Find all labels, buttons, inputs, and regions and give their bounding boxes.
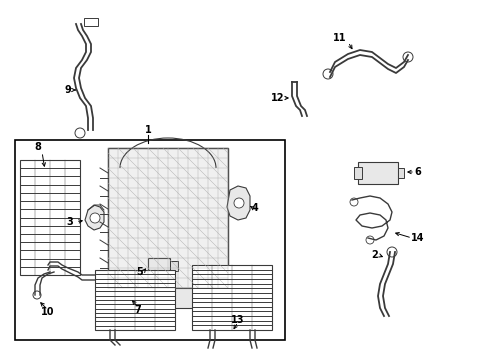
Bar	[95, 270, 175, 330]
Text: 6: 6	[414, 167, 421, 177]
Bar	[15, 140, 285, 340]
Circle shape	[75, 128, 85, 138]
Circle shape	[33, 291, 41, 299]
Circle shape	[90, 213, 100, 223]
Bar	[20, 160, 80, 275]
Text: 5: 5	[136, 267, 143, 277]
Text: 10: 10	[41, 307, 55, 317]
Text: 1: 1	[144, 125, 151, 135]
Bar	[108, 148, 227, 288]
Text: 2: 2	[371, 250, 378, 260]
Bar	[397, 168, 403, 178]
Bar	[148, 258, 170, 274]
Text: 4: 4	[251, 203, 258, 213]
Text: 13: 13	[231, 315, 244, 325]
Bar	[353, 167, 361, 179]
Text: 11: 11	[332, 33, 346, 43]
Text: 9: 9	[64, 85, 71, 95]
Circle shape	[386, 247, 396, 257]
Text: 8: 8	[35, 142, 41, 152]
Circle shape	[323, 69, 332, 79]
Text: 12: 12	[271, 93, 284, 103]
Polygon shape	[85, 205, 104, 230]
Bar	[84, 18, 98, 26]
Text: 3: 3	[66, 217, 73, 227]
Circle shape	[349, 198, 357, 206]
Circle shape	[402, 52, 412, 62]
Bar	[192, 265, 271, 330]
Text: 14: 14	[410, 233, 424, 243]
Text: 7: 7	[134, 305, 141, 315]
Bar	[357, 162, 397, 184]
Polygon shape	[226, 186, 249, 220]
Bar	[118, 288, 218, 308]
Bar	[170, 261, 178, 271]
Circle shape	[365, 236, 373, 244]
Circle shape	[234, 198, 244, 208]
